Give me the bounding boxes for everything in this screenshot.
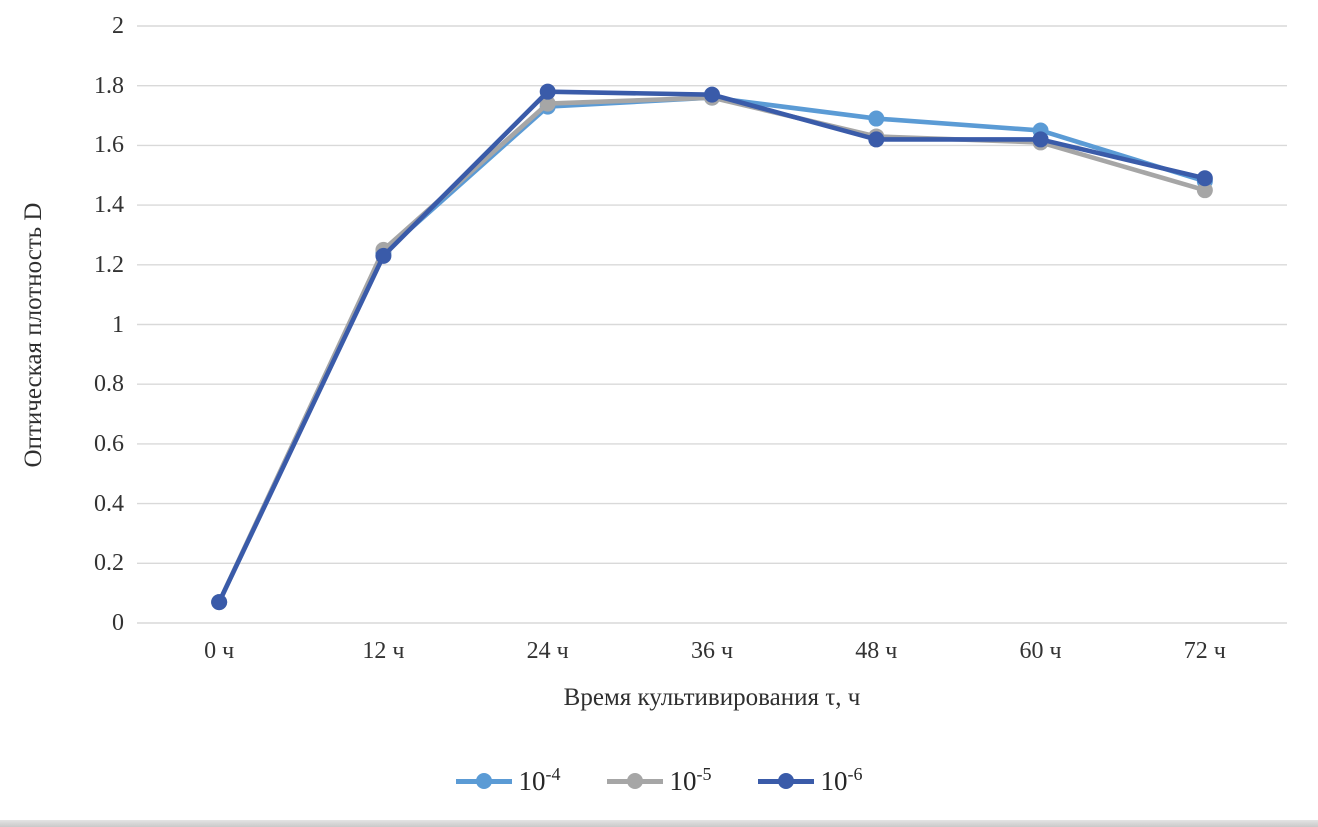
legend-marker-dot-icon: [626, 773, 643, 789]
legend-item-10^-5: 10-5: [606, 763, 712, 796]
y-tick-label: 1: [112, 311, 124, 338]
chart-legend: 10-4 10-5 10-6: [0, 757, 1318, 805]
data-point-10^-6: [1196, 170, 1213, 187]
x-tick-label: 72 ч: [1183, 638, 1226, 664]
legend-line-marker-icon: [455, 773, 512, 789]
data-point-10^-6: [375, 247, 392, 264]
y-tick-label: 0.6: [94, 430, 124, 457]
x-tick-label: 12 ч: [362, 638, 405, 664]
y-tick-label: 0.8: [94, 371, 124, 398]
data-point-10^-6: [539, 83, 556, 100]
data-point-10^-5: [539, 95, 556, 112]
legend-line-marker-icon: [757, 773, 814, 789]
y-tick-label: 0: [112, 610, 124, 636]
x-tick-label: 60 ч: [1019, 638, 1062, 664]
legend-label: 10-6: [820, 763, 863, 796]
series-line-10^-4: [216, 95, 1208, 605]
y-tick-label: 0.2: [94, 550, 124, 577]
x-tick-label: 48 ч: [855, 638, 898, 664]
legend-item-10^-6: 10-6: [757, 763, 863, 796]
series-line-10^-5: [216, 95, 1208, 605]
data-point-10^-6: [704, 86, 720, 103]
series-line-10^-6: [216, 89, 1208, 605]
data-point-10^-4: [868, 110, 885, 127]
legend-line-marker-icon: [606, 773, 663, 789]
data-point-10^-6: [211, 594, 228, 611]
y-tick-label: 1.4: [94, 192, 124, 219]
y-tick-label: 1.2: [94, 251, 124, 278]
data-point-10^-6: [868, 131, 885, 148]
legend-marker-dot-icon: [475, 773, 492, 789]
x-tick-label: 0 ч: [204, 638, 235, 664]
x-tick-label: 36 ч: [690, 638, 734, 664]
y-tick-label: 0.4: [94, 490, 124, 517]
y-tick-label: 1.6: [94, 132, 124, 159]
y-tick-label: 2: [112, 13, 124, 39]
legend-item-10^-4: 10-4: [455, 763, 561, 796]
legend-label: 10-4: [518, 763, 561, 796]
data-point-10^-5: [1196, 182, 1213, 199]
x-axis-title: Время культивирования τ, ч: [563, 684, 861, 711]
x-tick-label: 24 ч: [526, 638, 569, 664]
legend-label: 10-5: [669, 763, 712, 796]
bottom-edge-bar: [0, 820, 1318, 827]
legend-marker-dot-icon: [777, 773, 794, 789]
data-point-10^-6: [1032, 131, 1049, 148]
y-tick-label: 1.8: [94, 72, 124, 99]
